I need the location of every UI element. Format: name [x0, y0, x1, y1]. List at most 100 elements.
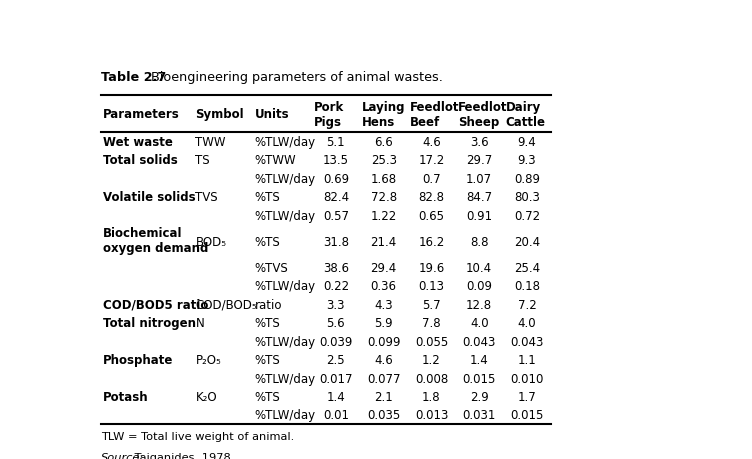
Text: 12.8: 12.8	[466, 298, 493, 311]
Text: 0.039: 0.039	[319, 335, 353, 348]
Text: TS: TS	[196, 154, 210, 167]
Text: %TVS: %TVS	[255, 262, 289, 274]
Text: 4.6: 4.6	[422, 135, 441, 149]
Text: 3.6: 3.6	[470, 135, 489, 149]
Text: ratio: ratio	[255, 298, 282, 311]
Text: 9.3: 9.3	[517, 154, 536, 167]
Text: Phosphate: Phosphate	[103, 353, 174, 366]
Text: %TS: %TS	[255, 190, 280, 204]
Text: %TLW/day: %TLW/day	[255, 409, 316, 421]
Text: TVS: TVS	[196, 190, 218, 204]
Text: 20.4: 20.4	[514, 235, 540, 248]
Text: 0.077: 0.077	[367, 372, 400, 385]
Text: %TLW/day: %TLW/day	[255, 135, 316, 149]
Text: 84.7: 84.7	[466, 190, 493, 204]
Text: COD/BOD5 ratio: COD/BOD5 ratio	[103, 298, 209, 311]
Text: Pork
Pigs: Pork Pigs	[314, 101, 344, 128]
Text: 0.13: 0.13	[418, 280, 444, 293]
Text: 0.65: 0.65	[418, 209, 444, 222]
Text: 4.0: 4.0	[470, 317, 489, 330]
Text: 5.6: 5.6	[326, 317, 345, 330]
Text: Parameters: Parameters	[103, 108, 180, 121]
Text: 0.7: 0.7	[422, 172, 441, 185]
Text: 2.1: 2.1	[374, 390, 393, 403]
Text: 1.07: 1.07	[466, 172, 493, 185]
Text: %TLW/day: %TLW/day	[255, 372, 316, 385]
Text: %TS: %TS	[255, 353, 280, 366]
Text: %TS: %TS	[255, 390, 280, 403]
Text: Feedlot
Beef: Feedlot Beef	[410, 101, 459, 128]
Text: 31.8: 31.8	[323, 235, 349, 248]
Text: 13.5: 13.5	[323, 154, 349, 167]
Text: Source:: Source:	[101, 453, 144, 459]
Text: %TLW/day: %TLW/day	[255, 280, 316, 293]
Text: 25.3: 25.3	[371, 154, 396, 167]
Text: 82.8: 82.8	[418, 190, 444, 204]
Text: 1.1: 1.1	[517, 353, 536, 366]
Text: Table 2.7: Table 2.7	[101, 71, 166, 84]
Text: 1.68: 1.68	[371, 172, 397, 185]
Text: Feedlot
Sheep: Feedlot Sheep	[458, 101, 507, 128]
Text: 9.4: 9.4	[517, 135, 536, 149]
Text: TLW = Total live weight of animal.: TLW = Total live weight of animal.	[101, 431, 294, 441]
Text: 17.2: 17.2	[418, 154, 444, 167]
Text: 7.8: 7.8	[422, 317, 441, 330]
Text: Bioengineering parameters of animal wastes.: Bioengineering parameters of animal wast…	[143, 71, 443, 84]
Text: 1.4: 1.4	[326, 390, 345, 403]
Text: 0.013: 0.013	[415, 409, 448, 421]
Text: Wet waste: Wet waste	[103, 135, 173, 149]
Text: 19.6: 19.6	[418, 262, 444, 274]
Text: 6.6: 6.6	[374, 135, 393, 149]
Text: 0.010: 0.010	[511, 372, 544, 385]
Text: 0.01: 0.01	[323, 409, 349, 421]
Text: 0.055: 0.055	[415, 335, 448, 348]
Text: 0.031: 0.031	[462, 409, 496, 421]
Text: 0.015: 0.015	[511, 409, 544, 421]
Text: BOD₅: BOD₅	[196, 235, 226, 248]
Text: 38.6: 38.6	[323, 262, 349, 274]
Text: %TWW: %TWW	[255, 154, 296, 167]
Text: %TS: %TS	[255, 317, 280, 330]
Text: 2.9: 2.9	[470, 390, 489, 403]
Text: 1.7: 1.7	[517, 390, 536, 403]
Text: Laying
Hens: Laying Hens	[362, 101, 405, 128]
Text: 0.09: 0.09	[466, 280, 493, 293]
Text: 0.008: 0.008	[415, 372, 448, 385]
Text: 1.4: 1.4	[470, 353, 489, 366]
Text: 2.5: 2.5	[326, 353, 345, 366]
Text: 0.57: 0.57	[323, 209, 349, 222]
Text: 1.22: 1.22	[371, 209, 397, 222]
Text: 0.89: 0.89	[514, 172, 540, 185]
Text: 4.6: 4.6	[374, 353, 393, 366]
Text: 0.043: 0.043	[511, 335, 544, 348]
Text: 4.3: 4.3	[374, 298, 393, 311]
Text: 21.4: 21.4	[371, 235, 397, 248]
Text: 4.0: 4.0	[517, 317, 536, 330]
Text: K₂O: K₂O	[196, 390, 217, 403]
Text: Volatile solids: Volatile solids	[103, 190, 196, 204]
Text: 1.2: 1.2	[422, 353, 441, 366]
Text: 8.8: 8.8	[470, 235, 489, 248]
Text: 0.36: 0.36	[371, 280, 396, 293]
Text: 5.1: 5.1	[326, 135, 345, 149]
Text: 80.3: 80.3	[514, 190, 540, 204]
Text: 5.9: 5.9	[374, 317, 393, 330]
Text: TWW: TWW	[196, 135, 226, 149]
Text: Potash: Potash	[103, 390, 149, 403]
Text: Total nitrogen: Total nitrogen	[103, 317, 196, 330]
Text: 82.4: 82.4	[323, 190, 349, 204]
Text: 0.22: 0.22	[323, 280, 349, 293]
Text: Dairy
Cattle: Dairy Cattle	[505, 101, 545, 128]
Text: 0.91: 0.91	[466, 209, 493, 222]
Text: Total solids: Total solids	[103, 154, 178, 167]
Text: 29.7: 29.7	[466, 154, 493, 167]
Text: 0.035: 0.035	[367, 409, 400, 421]
Text: %TLW/day: %TLW/day	[255, 172, 316, 185]
Text: Units: Units	[255, 108, 290, 121]
Text: P₂O₅: P₂O₅	[196, 353, 221, 366]
Text: 0.015: 0.015	[462, 372, 496, 385]
Text: N: N	[196, 317, 204, 330]
Text: Symbol: Symbol	[196, 108, 244, 121]
Text: 0.099: 0.099	[367, 335, 400, 348]
Text: COD/BOD₅: COD/BOD₅	[196, 298, 257, 311]
